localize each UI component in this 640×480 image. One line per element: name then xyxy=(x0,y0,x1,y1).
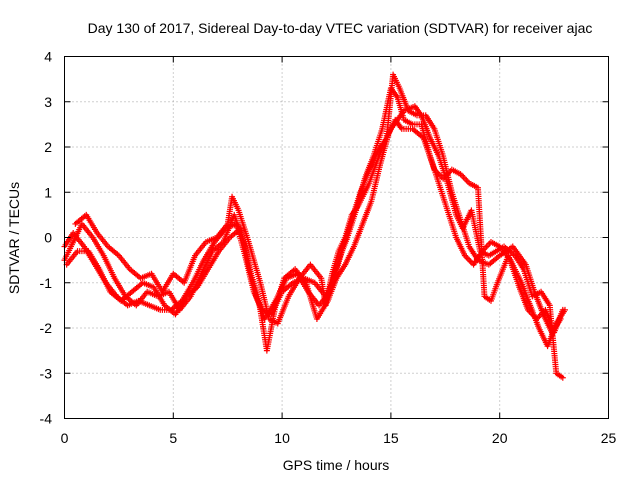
data-point xyxy=(559,306,566,313)
y-tick-label: 1 xyxy=(44,184,52,200)
y-tick-label: 2 xyxy=(44,139,52,155)
x-tick-label: 15 xyxy=(383,430,399,446)
y-tick-label: 3 xyxy=(44,94,52,110)
axis-ticks xyxy=(64,56,609,419)
x-tick-label: 10 xyxy=(274,430,290,446)
y-tick-label: 4 xyxy=(44,49,52,65)
data-point xyxy=(559,374,566,381)
y-tick-label: -1 xyxy=(40,275,53,291)
x-tick-label: 20 xyxy=(492,430,508,446)
chart-title: Day 130 of 2017, Sidereal Day-to-day VTE… xyxy=(88,20,593,36)
x-tick-labels: 0 5 10 15 20 25 xyxy=(61,430,617,446)
data-points xyxy=(61,71,568,381)
x-axis-label: GPS time / hours xyxy=(283,457,390,473)
x-tick-label: 25 xyxy=(601,430,617,446)
y-tick-label: -4 xyxy=(40,411,53,427)
y-tick-label: -3 xyxy=(40,365,53,381)
gridlines xyxy=(64,56,609,419)
x-tick-label: 0 xyxy=(61,430,69,446)
series-track-d xyxy=(72,103,566,381)
y-tick-labels: -4 -3 -2 -1 0 1 2 3 4 xyxy=(40,49,53,427)
y-axis-label: SDTVAR / TECUs xyxy=(6,182,22,294)
x-tick-label: 5 xyxy=(169,430,177,446)
y-tick-label: -2 xyxy=(40,320,53,336)
y-tick-label: 0 xyxy=(44,230,52,246)
